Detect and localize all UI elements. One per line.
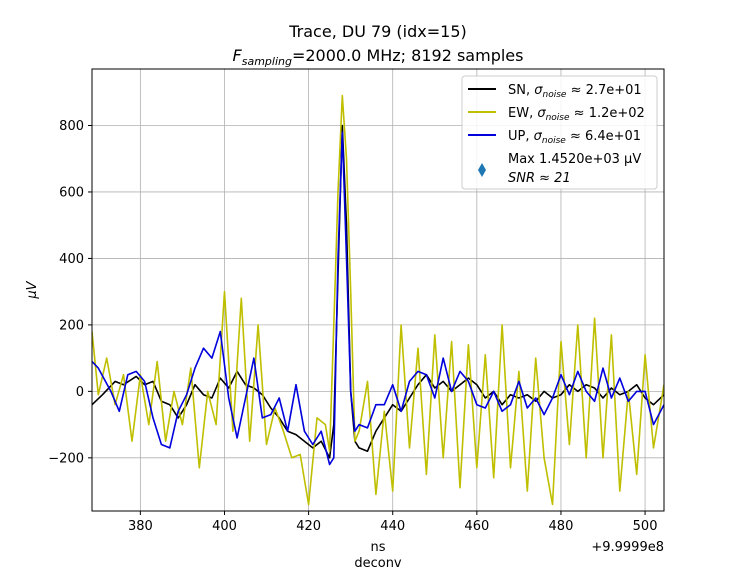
x-tick-label: 380 bbox=[128, 519, 153, 534]
subtitle-rest: =2000.0 MHz; 8192 samples bbox=[292, 46, 524, 65]
x-axis-label-secondary: deconv bbox=[354, 556, 402, 571]
y-tick-label: 600 bbox=[59, 185, 84, 200]
y-tick-label: −200 bbox=[48, 451, 84, 466]
subtitle-symbol: F bbox=[233, 46, 243, 65]
y-tick-label: 200 bbox=[59, 318, 84, 333]
x-tick-label: 400 bbox=[212, 519, 237, 534]
x-axis-label: ns bbox=[370, 540, 385, 555]
y-axis-label: μV bbox=[25, 280, 40, 299]
x-tick-label: 500 bbox=[633, 519, 658, 534]
subtitle-subscript: sampling bbox=[242, 55, 292, 68]
legend-max-label: Max 1.4520e+03 μV bbox=[508, 152, 641, 167]
chart-subtitle: Fsampling=2000.0 MHz; 8192 samples bbox=[233, 46, 524, 68]
y-axis: −200 0 200 400 600 800 bbox=[48, 119, 92, 466]
legend: SN, σnoise ≈ 2.7e+01 EW, σnoise ≈ 1.2e+0… bbox=[461, 75, 658, 190]
x-axis: 380 400 420 440 460 480 500 bbox=[128, 511, 658, 534]
x-tick-label: 420 bbox=[296, 519, 321, 534]
plot-frame bbox=[91, 68, 665, 512]
y-tick-label: 0 bbox=[76, 385, 84, 400]
legend-box bbox=[461, 75, 658, 190]
series-group bbox=[92, 94, 664, 506]
y-tick-label: 400 bbox=[59, 252, 84, 267]
legend-ew-label: EW, σnoise ≈ 1.2e+02 bbox=[508, 106, 645, 123]
legend-marker-diamond bbox=[478, 163, 486, 177]
x-tick-label: 460 bbox=[464, 519, 489, 534]
series-line-up bbox=[92, 131, 664, 466]
x-tick-label: 440 bbox=[380, 519, 405, 534]
y-tick-label: 800 bbox=[59, 119, 84, 134]
series-line-sn bbox=[92, 124, 664, 459]
x-offset-label: +9.9999e8 bbox=[591, 540, 664, 555]
legend-up-label: UP, σnoise ≈ 6.4e+01 bbox=[508, 129, 641, 146]
legend-snr-label: SNR ≈ 21 bbox=[508, 171, 571, 186]
legend-sn-label: SN, σnoise ≈ 2.7e+01 bbox=[508, 83, 642, 100]
x-tick-label: 480 bbox=[549, 519, 574, 534]
series-line-ew bbox=[92, 94, 664, 506]
chart-title: Trace, DU 79 (idx=15) bbox=[288, 22, 467, 41]
